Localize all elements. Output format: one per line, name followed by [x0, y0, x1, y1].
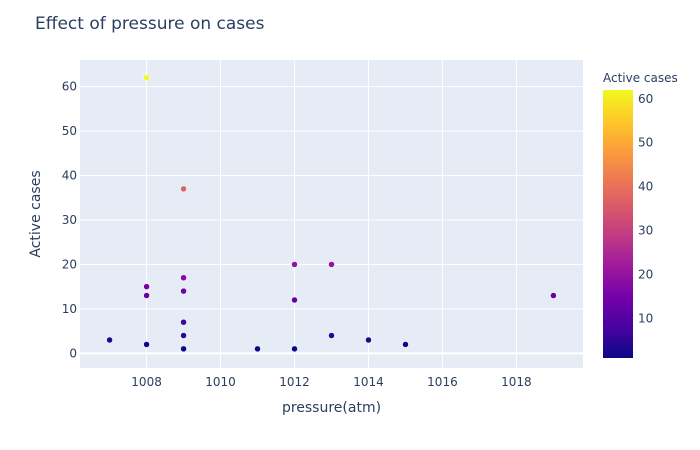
data-point[interactable] — [143, 341, 150, 348]
colorbar-tick-label: 30 — [638, 224, 653, 238]
data-point[interactable] — [180, 332, 187, 339]
colorbar-tick-label: 20 — [638, 268, 653, 282]
x-axis-title: pressure(atm) — [282, 400, 381, 416]
data-point[interactable] — [143, 74, 150, 82]
plot-area — [80, 60, 583, 368]
x-tick-label: 1018 — [501, 375, 532, 389]
data-point[interactable] — [365, 336, 372, 344]
data-point[interactable] — [402, 341, 409, 348]
data-point[interactable] — [106, 336, 113, 344]
x-tick-labels: 1008 1010 1012 1014 1016 1018 — [131, 375, 531, 389]
y-axis-title: Active cases — [28, 170, 44, 257]
data-point[interactable] — [180, 318, 187, 326]
x-tick-label: 1012 — [279, 375, 310, 389]
x-tick-label: 1008 — [131, 375, 162, 389]
data-point[interactable] — [291, 261, 298, 268]
colorbar-tick-label: 10 — [638, 311, 653, 325]
data-point[interactable] — [328, 332, 335, 339]
y-tick-label: 50 — [62, 124, 77, 138]
chart-title: Effect of pressure on cases — [35, 14, 265, 34]
colorbar-tick-label: 60 — [638, 92, 653, 106]
y-tick-label: 10 — [62, 302, 77, 316]
data-points — [106, 74, 557, 353]
data-point[interactable] — [328, 261, 335, 268]
x-tick-label: 1016 — [427, 375, 458, 389]
data-point[interactable] — [180, 287, 187, 295]
colorbar-title: Active cases — [603, 71, 678, 85]
data-point[interactable] — [143, 283, 150, 290]
colorbar-tick-labels: 10 20 30 40 50 60 — [638, 92, 653, 326]
data-point[interactable] — [180, 274, 187, 282]
y-tick-label: 30 — [62, 213, 77, 227]
x-tick-label: 1010 — [205, 375, 236, 389]
colorbar-tick-label: 40 — [638, 180, 653, 194]
data-point[interactable] — [550, 292, 557, 299]
y-tick-label: 0 — [69, 346, 77, 360]
x-tick-label: 1014 — [353, 375, 384, 389]
y-tick-label: 40 — [62, 169, 77, 183]
data-point[interactable] — [291, 345, 298, 353]
y-tick-label: 60 — [62, 80, 77, 94]
data-point[interactable] — [143, 292, 150, 299]
colorbar-tick-label: 50 — [638, 136, 653, 150]
grid-lines — [80, 60, 583, 368]
data-point[interactable] — [291, 296, 298, 304]
y-tick-label: 20 — [62, 257, 77, 271]
data-point[interactable] — [180, 185, 187, 193]
colorbar — [603, 90, 633, 358]
data-point[interactable] — [180, 345, 187, 353]
data-point[interactable] — [254, 345, 261, 353]
y-tick-labels: 0 10 20 30 40 50 60 — [62, 80, 77, 361]
